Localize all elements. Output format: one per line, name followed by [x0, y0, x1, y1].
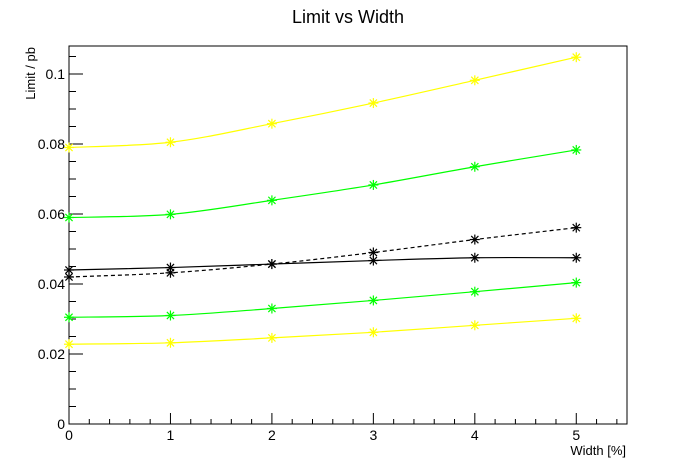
y-tick-label: 0.02: [38, 346, 65, 362]
data-point-stroke: [64, 272, 74, 282]
data-point-stroke: [64, 340, 74, 349]
y-tick-label: 0: [57, 416, 65, 432]
plot-border: [68, 45, 628, 425]
data-point: [266, 195, 277, 206]
data-point: [469, 234, 480, 245]
data-point: [368, 247, 379, 258]
data-point-stroke: [470, 287, 479, 296]
series-line: [68, 317, 577, 345]
data-point: [571, 222, 582, 233]
data-point-stroke: [267, 196, 276, 205]
data-point: [266, 303, 277, 314]
data-point-stroke: [572, 253, 581, 262]
data-point-stroke: [64, 143, 74, 152]
chart-title: Limit vs Width: [292, 7, 404, 27]
data-point: [165, 137, 176, 148]
data-point: [64, 212, 74, 223]
data-point: [64, 142, 74, 153]
data-point-stroke: [572, 278, 581, 287]
data-point-stroke: [369, 256, 378, 265]
data-point-stroke: [369, 99, 378, 108]
data-point: [165, 337, 176, 348]
data-point: [368, 327, 379, 338]
y-tick-label: 0.1: [46, 66, 66, 82]
data-point: [266, 332, 277, 343]
data-point-stroke: [267, 304, 276, 313]
data-point-stroke: [166, 210, 175, 219]
data-point: [571, 52, 582, 63]
y-axis: 0 0.02 0.04 0.06 0.08 0.1: [38, 56, 83, 432]
y-tick-label: 0.06: [38, 206, 65, 222]
x-tick-label: 2: [268, 427, 276, 443]
data-point: [266, 259, 277, 270]
data-point: [469, 161, 480, 172]
data-point-stroke: [267, 119, 276, 128]
series-line: [68, 56, 577, 149]
series-line: [68, 256, 577, 271]
data-point-stroke: [369, 180, 378, 189]
data-point-stroke: [572, 314, 581, 323]
data-point: [165, 262, 176, 273]
data-point-stroke: [166, 263, 175, 272]
data-point-stroke: [166, 338, 175, 347]
y-axis-label: Limit / pb: [23, 47, 38, 100]
data-point: [469, 252, 480, 263]
data-point: [571, 252, 582, 263]
series-line: [68, 227, 577, 278]
data-point-stroke: [64, 213, 74, 222]
x-tick-label: 4: [471, 427, 479, 443]
data-point-stroke: [267, 333, 276, 342]
data-point: [64, 265, 74, 275]
data-point-stroke: [572, 53, 581, 62]
y-tick-label: 0.08: [38, 136, 65, 152]
data-point: [571, 277, 582, 288]
data-point-stroke: [369, 296, 378, 305]
data-point: [571, 313, 582, 324]
data-point-stroke: [470, 76, 479, 85]
data-point: [64, 312, 74, 323]
series-layer: [64, 52, 582, 350]
plot-frame: [68, 45, 628, 425]
data-point-stroke: [166, 138, 175, 147]
data-point-stroke: [470, 321, 479, 330]
data-point: [469, 320, 480, 331]
data-point-stroke: [572, 145, 581, 154]
data-point: [165, 209, 176, 220]
data-point-stroke: [572, 223, 581, 232]
data-point: [165, 310, 176, 321]
data-point: [368, 295, 379, 306]
data-point-stroke: [470, 235, 479, 244]
data-point: [469, 75, 480, 86]
x-tick-label: 3: [369, 427, 377, 443]
x-tick-label: 0: [65, 427, 73, 443]
data-point: [571, 144, 582, 155]
data-point-stroke: [64, 265, 74, 275]
data-point-stroke: [369, 248, 378, 257]
data-point: [266, 118, 277, 129]
data-point: [368, 179, 379, 190]
data-point: [469, 286, 480, 297]
data-point-stroke: [369, 328, 378, 337]
x-tick-label: 1: [167, 427, 175, 443]
x-axis: 0 1 2 3 4 5: [65, 413, 618, 443]
series-line: [68, 282, 577, 318]
x-tick-label: 5: [572, 427, 580, 443]
x-axis-label: Width [%]: [570, 443, 626, 458]
data-point-stroke: [470, 253, 479, 262]
data-point: [368, 255, 379, 266]
y-tick-label: 0.04: [38, 276, 65, 292]
data-point-stroke: [64, 313, 74, 322]
data-point-stroke: [470, 162, 479, 171]
series-line: [68, 149, 577, 219]
data-point-stroke: [166, 311, 175, 320]
data-point: [64, 339, 74, 350]
data-point: [368, 98, 379, 109]
data-point-stroke: [267, 260, 276, 269]
